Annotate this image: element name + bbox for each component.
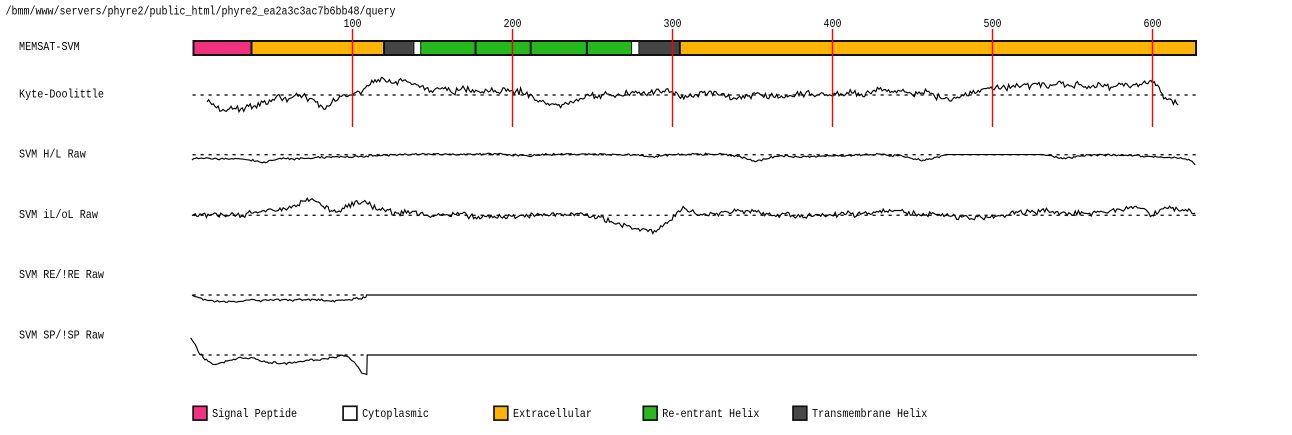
svg-text:MEMSAT-SVM: MEMSAT-SVM: [19, 40, 80, 54]
svg-text:Cytoplasmic: Cytoplasmic: [362, 407, 429, 421]
svg-text:500: 500: [984, 17, 1002, 31]
svg-text:400: 400: [824, 17, 842, 31]
svg-text:Signal Peptide: Signal Peptide: [212, 407, 297, 421]
svg-text:600: 600: [1144, 17, 1162, 31]
svg-text:SVM RE/!RE Raw: SVM RE/!RE Raw: [19, 268, 104, 282]
svg-text:SVM H/L Raw: SVM H/L Raw: [19, 148, 86, 162]
svg-text:Re-entrant Helix: Re-entrant Helix: [662, 407, 759, 421]
svg-text:300: 300: [664, 17, 682, 31]
svg-text:/bmm/www/servers/phyre2/public: /bmm/www/servers/phyre2/public_html/phyr…: [6, 5, 396, 19]
svg-text:SVM iL/oL Raw: SVM iL/oL Raw: [19, 208, 98, 222]
svg-text:SVM SP/!SP Raw: SVM SP/!SP Raw: [19, 328, 104, 342]
svg-text:Transmembrane Helix: Transmembrane Helix: [812, 407, 927, 421]
svg-text:200: 200: [504, 17, 522, 31]
svg-text:Kyte-Doolittle: Kyte-Doolittle: [19, 88, 104, 102]
svg-text:100: 100: [344, 17, 362, 31]
svg-text:Extracellular: Extracellular: [513, 407, 592, 421]
